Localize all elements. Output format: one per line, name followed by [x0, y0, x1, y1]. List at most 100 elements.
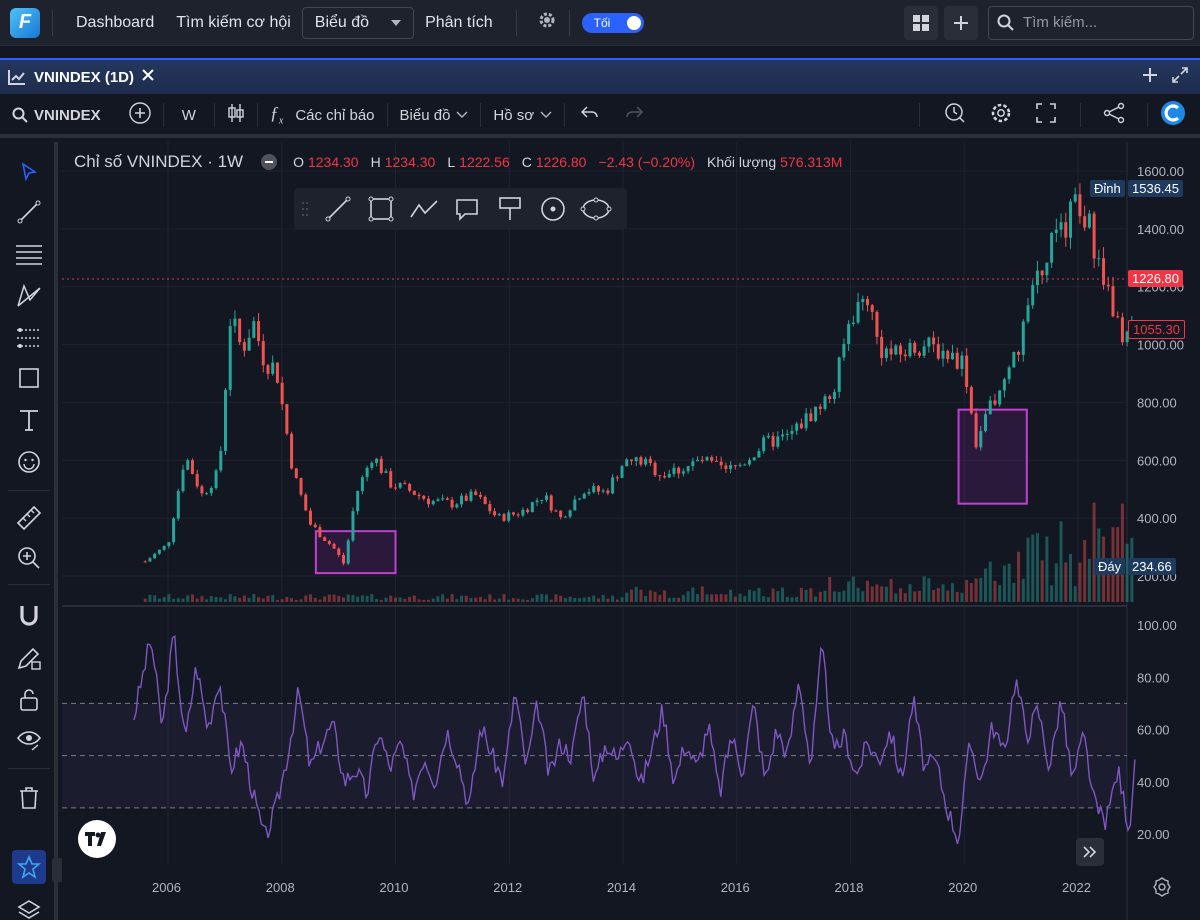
zoom-icon[interactable] — [13, 542, 45, 574]
cursor-icon[interactable] — [13, 156, 45, 188]
rectangle-icon[interactable] — [13, 362, 45, 394]
candle-body — [587, 492, 591, 494]
nav-dashboard[interactable]: Dashboard — [76, 13, 155, 31]
candle-body — [304, 494, 308, 511]
chart-menu-button[interactable]: Biểu đồ — [400, 107, 469, 124]
fullscreen-icon[interactable] — [1036, 102, 1056, 128]
add-button[interactable] — [944, 5, 978, 40]
volume-bar — [747, 589, 751, 602]
candle-body — [474, 491, 478, 495]
trash-icon[interactable] — [13, 782, 45, 814]
chart-settings-gear-icon[interactable] — [1152, 877, 1172, 902]
close-icon[interactable] — [142, 68, 154, 86]
share-icon[interactable] — [1103, 102, 1125, 129]
theme-toggle[interactable]: Tối — [581, 12, 644, 33]
candle-body — [629, 459, 633, 462]
emoji-icon[interactable] — [13, 446, 45, 478]
volume-bar — [540, 594, 544, 602]
line-tool-icon[interactable] — [316, 188, 359, 230]
chart-page-select[interactable]: Biểu đồ — [301, 6, 415, 39]
candles-icon[interactable] — [227, 102, 245, 129]
sidebar-collapse-handle[interactable] — [52, 858, 62, 882]
profile-menu-button[interactable]: Hồ sơ — [493, 107, 552, 124]
candle-body — [908, 342, 912, 357]
volume-bar — [1068, 554, 1072, 602]
pencil-lock-icon[interactable] — [13, 642, 45, 674]
highlight-box — [957, 408, 1028, 505]
volume-bar — [823, 590, 827, 602]
volume-bar — [294, 599, 298, 602]
volume-bar — [672, 597, 676, 602]
layers-icon[interactable] — [13, 894, 45, 920]
circle-tool-icon[interactable] — [531, 188, 574, 230]
nav-analysis[interactable]: Phân tích — [425, 13, 493, 31]
rsi-axis-tick: 100.00 — [1137, 618, 1177, 633]
candle-body — [507, 512, 511, 521]
candle-body — [795, 423, 799, 431]
path-tool-icon[interactable] — [402, 188, 445, 230]
time-axis-tick: 2018 — [835, 880, 864, 895]
alert-icon[interactable] — [944, 102, 966, 129]
candle-body — [573, 499, 577, 511]
redo-icon[interactable] — [625, 105, 644, 125]
volume-bar — [493, 599, 497, 602]
rect-tool-icon[interactable] — [359, 188, 402, 230]
comment-tool-icon[interactable] — [445, 188, 488, 230]
candle-body — [176, 491, 180, 519]
fib-icon[interactable] — [13, 238, 45, 270]
candle-body — [686, 466, 690, 472]
text-icon[interactable] — [13, 404, 45, 436]
add-tab-icon[interactable] — [1142, 67, 1158, 88]
candle-body — [1031, 285, 1035, 306]
legend-open: 1234.30 — [307, 154, 359, 170]
magnet-icon[interactable] — [13, 600, 45, 632]
pattern-icon[interactable] — [13, 280, 45, 312]
price-chart[interactable]: 200.00400.00600.00800.001000.001200.0014… — [62, 142, 1200, 920]
brand-c-icon[interactable] — [1160, 100, 1186, 131]
volume-bar — [714, 594, 718, 602]
flag-tool-icon[interactable] — [488, 188, 531, 230]
volume-bar — [809, 588, 813, 602]
lock-icon[interactable] — [13, 684, 45, 716]
search-input[interactable]: Tìm kiếm... — [988, 5, 1194, 40]
candle-body — [710, 457, 714, 461]
undo-icon[interactable] — [581, 105, 599, 125]
fullscreen-icon[interactable] — [1172, 66, 1188, 88]
volume-bar — [162, 597, 166, 602]
app-logo[interactable]: F — [10, 7, 40, 38]
volume-bar — [998, 585, 1002, 602]
legend-hide-toggle[interactable] — [261, 154, 278, 170]
candle-body — [313, 524, 317, 528]
ruler-icon[interactable] — [13, 502, 45, 534]
ellipse-tool-icon[interactable] — [574, 188, 617, 230]
volume-bar — [285, 597, 289, 602]
volume-bar — [752, 590, 756, 602]
settings-icon[interactable] — [990, 102, 1012, 129]
rsi-axis-tick: 20.00 — [1137, 827, 1170, 842]
eye-icon[interactable] — [13, 724, 45, 756]
trend-line-icon[interactable] — [13, 196, 45, 228]
volume-bar — [190, 594, 194, 602]
candle-body — [483, 496, 487, 505]
compare-symbol-icon[interactable] — [128, 101, 151, 129]
symbol-search[interactable]: VNINDEX — [12, 107, 101, 124]
candle-body — [974, 413, 978, 448]
candle-body — [257, 321, 261, 342]
interval-button[interactable]: W — [181, 106, 196, 124]
candle-body — [511, 512, 515, 515]
drag-handle-icon[interactable] — [294, 188, 316, 230]
chart-tab-title[interactable]: VNINDEX (1D) — [34, 68, 135, 86]
volume-bar — [247, 597, 251, 602]
volume-bar — [450, 594, 454, 602]
nav-opportunity-search[interactable]: Tìm kiếm cơ hội — [176, 13, 291, 31]
volume-bar — [1026, 537, 1030, 602]
star-icon[interactable] — [12, 850, 46, 884]
tradingview-logo-icon[interactable] — [78, 820, 116, 858]
indicators-button[interactable]: ƒx Các chỉ báo — [270, 103, 375, 127]
layout-grid-button[interactable] — [904, 5, 938, 40]
candle-body — [190, 460, 194, 474]
gear-icon[interactable] — [537, 10, 557, 35]
gann-icon[interactable] — [13, 322, 45, 354]
scroll-to-realtime-button[interactable] — [1076, 838, 1104, 866]
volume-bar — [214, 597, 218, 602]
